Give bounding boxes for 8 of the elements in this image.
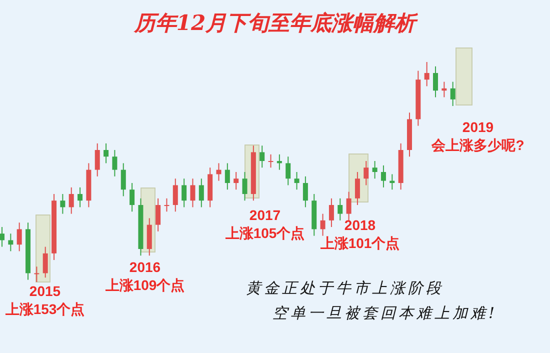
annotation: 2019 会上涨多少呢? <box>430 119 524 153</box>
annotation: 2016 上涨109个点 <box>104 259 185 293</box>
text: 空单一旦被套回本难上加难! <box>272 304 498 322</box>
annotation: 2017 上涨105个点 <box>224 207 305 241</box>
annotation: 2018 上涨101个点 <box>319 217 400 251</box>
annotation: 黄金正处于牛市上涨阶段 <box>246 279 444 297</box>
text: 2015 上涨153个点 <box>4 283 85 317</box>
chart-title: 历年12月下旬至年底涨幅解析 <box>133 10 419 35</box>
